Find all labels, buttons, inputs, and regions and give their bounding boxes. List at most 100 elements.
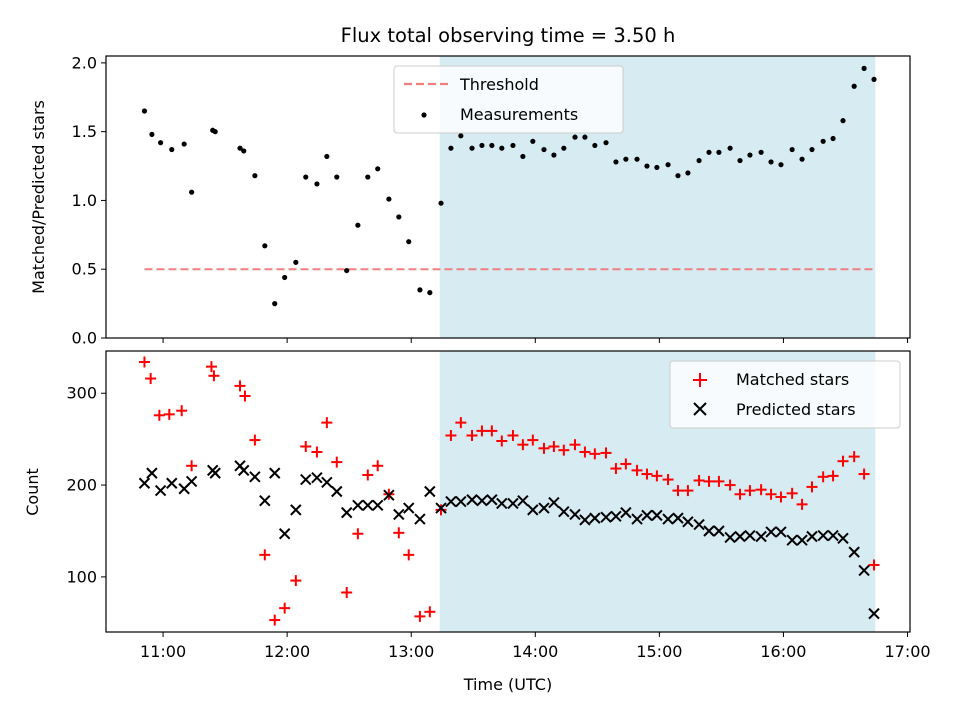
- predicted-star-point: [403, 502, 415, 514]
- top-panel: 0.00.51.01.52.0 Matched/Predicted stars …: [29, 53, 911, 348]
- measurement-point: [458, 133, 464, 139]
- measurement-point: [324, 153, 330, 160]
- predicted-star-point: [848, 546, 860, 558]
- measurement-point: [510, 142, 516, 149]
- legend-matched-label: Matched stars: [736, 370, 849, 389]
- measurement-point: [417, 287, 423, 293]
- measurement-point: [520, 153, 526, 160]
- measurement-point: [355, 222, 361, 228]
- measurement-point: [861, 65, 867, 71]
- matched-star-point: [558, 444, 570, 456]
- predicted-star-point: [641, 509, 653, 522]
- measurement-point: [241, 148, 247, 154]
- bottom-y-axis-label: Count: [23, 468, 42, 516]
- matched-star-point: [827, 470, 839, 482]
- predicted-star-point: [259, 494, 271, 507]
- predicted-star-point: [424, 485, 436, 498]
- matched-star-point: [153, 409, 165, 421]
- matched-star-point: [610, 463, 622, 475]
- chart-title: Flux total observing time = 3.50 h: [341, 24, 676, 47]
- matched-star-point: [414, 610, 426, 622]
- predicted-star-point: [672, 512, 684, 524]
- matched-star-point: [734, 488, 746, 500]
- legend-predicted-swatch: [693, 402, 707, 416]
- predicted-star-point: [496, 497, 508, 510]
- legend-predicted-label: Predicted stars: [736, 400, 856, 419]
- bottom-legend-box: [669, 360, 901, 429]
- matched-star-point: [755, 484, 767, 496]
- matched-star-point: [372, 460, 384, 472]
- predicted-star-point: [455, 495, 467, 508]
- matched-star-point: [138, 356, 150, 368]
- predicted-star-point: [786, 534, 798, 546]
- measurement-point: [654, 164, 660, 171]
- measurement-point: [768, 159, 774, 165]
- matched-star-point: [269, 614, 281, 626]
- measurement-point: [809, 146, 815, 153]
- predicted-star-point: [827, 529, 839, 542]
- matched-star-point: [796, 498, 808, 510]
- predicted-star-point: [837, 532, 849, 545]
- measurement-point: [237, 145, 243, 151]
- measurement-point: [840, 118, 846, 124]
- matched-star-point: [672, 485, 684, 497]
- top-y-axis: 0.0 0.5 1.0 1.5 2.0: [72, 53, 106, 348]
- matched-stars-series: [138, 356, 880, 626]
- matched-star-point: [445, 429, 457, 441]
- measurement-point: [157, 140, 164, 146]
- predicted-star-point: [651, 509, 663, 522]
- predicted-star-point: [589, 512, 601, 524]
- measurement-point: [212, 129, 218, 135]
- matched-star-point: [311, 446, 323, 458]
- predicted-star-point: [466, 494, 478, 506]
- measurement-point: [778, 162, 784, 168]
- measurement-point: [344, 267, 350, 274]
- predicted-star-point: [507, 497, 519, 510]
- top-y-tick-label: 2.0: [72, 53, 97, 72]
- predicted-star-point: [744, 529, 756, 542]
- predicted-star-point: [817, 529, 829, 542]
- measurement-point: [303, 174, 309, 180]
- matched-star-point: [703, 475, 715, 487]
- measurement-point: [469, 145, 475, 151]
- matched-star-point: [290, 575, 302, 587]
- matched-star-point: [620, 458, 632, 470]
- predicted-star-point: [662, 513, 674, 525]
- measurement-point: [747, 152, 753, 158]
- bottom-y-tick-label: 300: [66, 384, 97, 403]
- matched-star-point: [682, 485, 694, 497]
- measurement-point: [169, 146, 175, 153]
- matched-star-point: [713, 475, 725, 487]
- predicted-star-point: [538, 502, 550, 514]
- predicted-star-point: [362, 499, 374, 511]
- predicted-star-point: [775, 526, 787, 538]
- matched-star-point: [393, 527, 405, 539]
- matched-star-point: [186, 460, 198, 472]
- matched-star-point: [486, 425, 498, 437]
- matched-star-point: [589, 448, 601, 460]
- matched-star-point: [259, 549, 271, 561]
- top-y-tick-label: 0.5: [72, 260, 97, 279]
- matched-star-point: [538, 442, 550, 454]
- measurement-point: [396, 214, 402, 220]
- top-legend: Threshold Measurements: [393, 65, 624, 134]
- matched-star-point: [641, 468, 653, 480]
- predicted-star-point: [209, 467, 221, 479]
- matched-star-point: [651, 470, 663, 482]
- predicted-star-point: [138, 477, 151, 489]
- predicted-star-point: [321, 476, 333, 489]
- x-axis-label: Time (UTC): [463, 675, 552, 694]
- matched-star-point: [176, 405, 188, 417]
- measurement-point: [789, 146, 795, 153]
- matched-star-point: [662, 474, 674, 486]
- legend-threshold-label: Threshold: [459, 75, 539, 94]
- predicted-star-point: [154, 484, 167, 497]
- predicted-star-point: [631, 513, 643, 525]
- matched-star-point: [817, 471, 829, 483]
- matched-star-point: [352, 528, 364, 540]
- matched-star-point: [569, 439, 581, 451]
- predicted-star-point: [331, 485, 343, 498]
- predicted-star-point: [435, 502, 447, 514]
- measurement-point: [530, 138, 536, 144]
- measurement-point: [252, 173, 258, 179]
